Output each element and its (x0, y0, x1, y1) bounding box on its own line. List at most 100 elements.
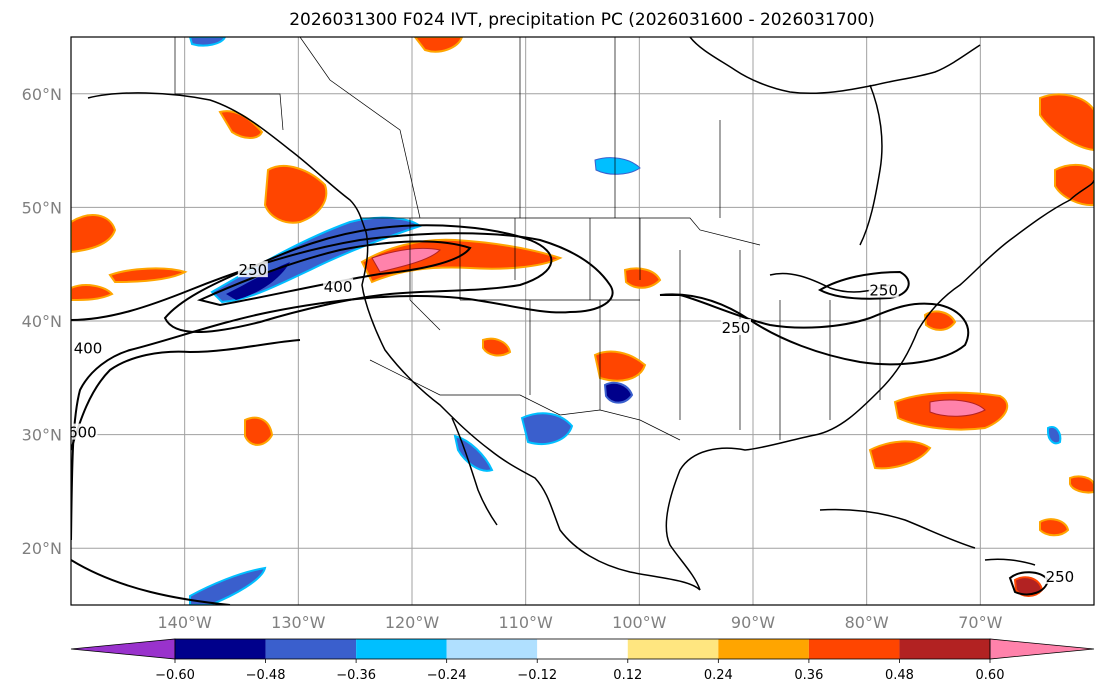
cuba-coastline (819, 508, 976, 549)
ivt-contour-400-inner (196, 240, 472, 307)
ivt-contour-label: 250 (1046, 568, 1075, 586)
colorbar-tick-label: −0.36 (336, 668, 376, 683)
lon-tick-label: 130°W (271, 613, 326, 632)
colorbar-segment (808, 639, 900, 659)
precip-positive-region (263, 165, 328, 224)
precip-strong-positive-region (929, 399, 986, 417)
precip-positive-region (218, 110, 264, 139)
colorbar-extend-low (70, 638, 176, 660)
precip-positive-region (71, 284, 114, 301)
latitude-labels: 20°N 30°N 40°N 50°N 60°N (22, 85, 62, 558)
colorbar-extend-high (989, 638, 1095, 660)
ivt-contour-southwest (71, 559, 231, 605)
hudson-bay-coastline (689, 37, 981, 95)
colorbar-tick-label: −0.12 (517, 668, 557, 683)
alaska-border-south (175, 93, 284, 131)
coastlines (87, 37, 1094, 591)
lon-tick-label: 70°W (958, 613, 1002, 632)
map-area: 250 400 400 600 250 250 250 (68, 37, 1094, 605)
colorbar-tick-label: −0.24 (427, 668, 467, 683)
ivt-contour-label: 250 (869, 282, 898, 300)
contour-label-bg (1044, 567, 1075, 584)
ivt-contour-label: 600 (68, 424, 97, 442)
precip-negative-region (189, 566, 267, 605)
contour-label-bg (323, 278, 354, 295)
ivt-contour-250-east (659, 293, 970, 366)
lat-tick-label: 50°N (22, 198, 62, 217)
province-borders (299, 37, 721, 219)
colorbar-segment (265, 639, 357, 659)
pacific-coastline (87, 92, 701, 591)
precip-positive-region (1054, 164, 1094, 207)
lon-tick-label: 80°W (845, 613, 889, 632)
colorbar-tick-label: −0.48 (246, 668, 286, 683)
precip-negative-region (1047, 426, 1062, 445)
precip-positive-region (1039, 518, 1070, 537)
ivt-contour-400 (71, 232, 614, 541)
precip-strong-positive-region (371, 247, 442, 273)
precip-positive-region (1069, 475, 1094, 494)
precip-positive-region (923, 310, 957, 331)
colorbar-tick-label: 0.24 (704, 668, 733, 683)
colorbar-tick-label: 0.36 (794, 668, 823, 683)
baja-coastline (451, 417, 498, 526)
precip-negative-region (453, 434, 494, 472)
colorbar-segment (175, 639, 266, 659)
colorbar-tick-label: 0.60 (976, 668, 1005, 683)
colorbar-tick-label: −0.60 (155, 668, 195, 683)
colorbar-segment (627, 639, 719, 659)
ivt-contour-250 (163, 224, 553, 334)
ivt-contour-label: 250 (239, 261, 268, 279)
precip-positive-region (623, 267, 662, 289)
colorbar-segment (356, 639, 447, 659)
lon-tick-label: 140°W (157, 613, 212, 632)
colorbar: −0.60 −0.48 −0.36 −0.24 −0.12 0.12 0.24 0.36 0.4… (70, 638, 1095, 683)
precip-positive-region (868, 440, 932, 470)
lon-tick-label: 110°W (498, 613, 553, 632)
colorbar-tick-label: 0.12 (613, 668, 642, 683)
lat-tick-label: 20°N (22, 539, 62, 558)
quebec-coast (859, 84, 883, 246)
precip-negative-region (603, 381, 634, 404)
precip-negative-region (520, 412, 574, 445)
precip-positive-region (593, 350, 647, 382)
contour-label-bg (868, 281, 899, 298)
lon-tick-label: 100°W (612, 613, 667, 632)
contour-label-bg (73, 339, 104, 356)
precip-negative-region (594, 157, 641, 175)
ivt-contours (71, 224, 1050, 605)
ivt-contour-600 (71, 339, 301, 451)
colorbar-segment (718, 639, 809, 659)
us-mexico-border (369, 359, 681, 441)
ivt-contour-label: 400 (74, 340, 103, 358)
contour-label-bg (720, 319, 751, 336)
us-canada-border (360, 217, 761, 246)
colorbar-segment (446, 639, 538, 659)
lon-tick-label: 120°W (385, 613, 440, 632)
precip-pc-shading (71, 37, 1094, 605)
precip-positive-region (71, 214, 117, 254)
ivt-contour-label: 250 (722, 319, 751, 337)
colorbar-frame (174, 638, 991, 660)
lat-tick-label: 30°N (22, 426, 62, 445)
contour-label-bg (237, 261, 268, 278)
ivt-contour-250-lakes (817, 270, 910, 300)
contour-label-bg (71, 423, 98, 440)
ivt-contour-labels: 250 400 400 600 250 250 250 (68, 261, 1075, 586)
lon-tick-label: 90°W (731, 613, 775, 632)
lat-tick-label: 40°N (22, 312, 62, 331)
ivt-contour-label: 400 (324, 278, 353, 296)
precip-positive-region (482, 337, 512, 357)
colorbar-segment (537, 639, 628, 659)
longitude-labels: 140°W 130°W 120°W 110°W 100°W 90°W 80°W 70°W (157, 613, 1002, 632)
hispaniola-coastline (984, 558, 1036, 566)
lat-tick-label: 60°N (22, 85, 62, 104)
colorbar-segment (899, 639, 990, 659)
political-borders (174, 37, 881, 441)
colorbar-tick-label: 0.48 (885, 668, 914, 683)
precip-positive-region (108, 267, 188, 284)
state-borders (409, 218, 881, 440)
precip-strong-negative-region (226, 262, 290, 300)
precip-positive-region (244, 416, 274, 446)
